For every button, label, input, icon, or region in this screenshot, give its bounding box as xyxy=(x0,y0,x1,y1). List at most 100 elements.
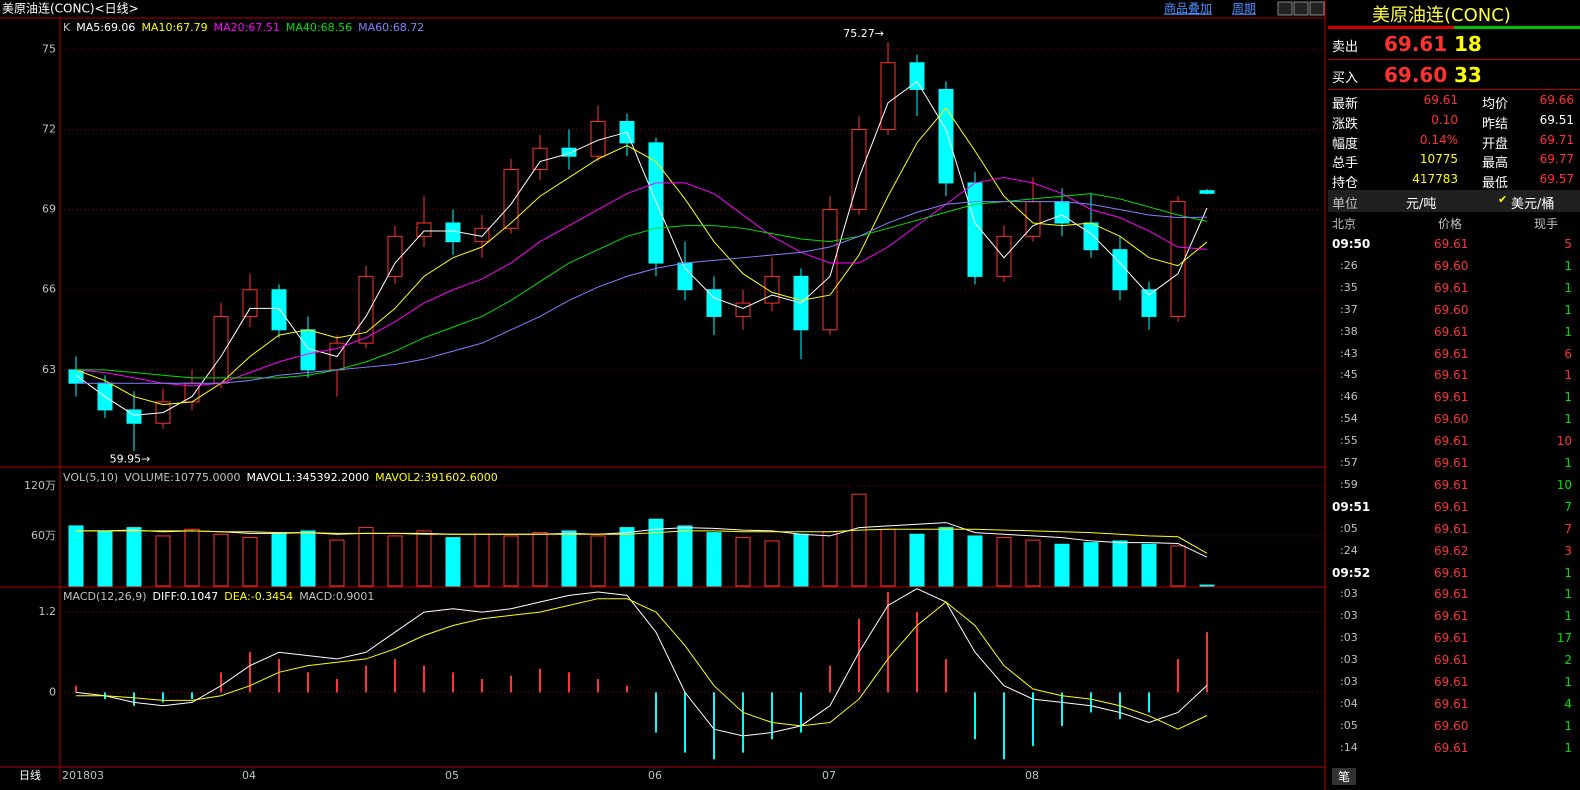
stat-label: 总手 xyxy=(1332,156,1359,172)
tick-time: :26 xyxy=(1340,258,1358,272)
nav-button[interactable] xyxy=(1293,1,1309,16)
period-link[interactable]: 周期 xyxy=(1232,2,1256,16)
tick-time: :03 xyxy=(1340,587,1358,601)
legend-text: MAVOL1:345392.2000 xyxy=(246,471,369,484)
volume-bar xyxy=(126,527,142,587)
candle-body xyxy=(1170,201,1186,317)
volume-bar xyxy=(358,527,374,587)
candle-body xyxy=(1112,249,1128,291)
stat-label: 持仓 xyxy=(1332,176,1359,192)
unit-option[interactable]: 元/吨 xyxy=(1406,197,1437,212)
tick-price: 69.61 xyxy=(1434,565,1469,580)
tick-time: :45 xyxy=(1340,368,1358,382)
tick-volume: 1 xyxy=(1564,718,1572,733)
volume-bar xyxy=(764,540,780,587)
indicator-line xyxy=(75,177,1208,387)
stat-value: 0.10 xyxy=(1431,112,1458,127)
stat-label: 最高 xyxy=(1482,156,1509,172)
tick-volume: 1 xyxy=(1564,740,1572,755)
volume-bar xyxy=(474,533,490,587)
candle-body xyxy=(1054,201,1070,224)
tick-price: 69.61 xyxy=(1434,587,1469,602)
unit-option[interactable]: 美元/桶 xyxy=(1511,197,1555,212)
legend-text: VOL(5,10) xyxy=(63,471,118,484)
tick-time: :05 xyxy=(1340,521,1358,535)
candle-body xyxy=(851,128,867,211)
stat-value: 10775 xyxy=(1419,152,1458,167)
tick-price: 69.60 xyxy=(1434,302,1469,317)
volume-bar xyxy=(938,527,954,587)
volume-bar xyxy=(1141,543,1157,587)
tick-volume: 4 xyxy=(1564,696,1572,711)
candle-body xyxy=(561,147,577,157)
candle-body xyxy=(242,289,258,317)
tick-volume: 1 xyxy=(1564,258,1572,273)
volume-bar xyxy=(155,535,171,587)
tick-volume: 1 xyxy=(1564,456,1572,470)
stat-value: 417783 xyxy=(1412,172,1458,187)
tick-volume: 1 xyxy=(1564,324,1572,339)
bid-price: 69.60 xyxy=(1384,63,1448,87)
volume-bar xyxy=(851,493,867,587)
stat-value: 0.14% xyxy=(1419,132,1458,147)
annotation: 75.27→ xyxy=(843,27,884,40)
tick-price: 69.61 xyxy=(1434,368,1469,383)
candle-body xyxy=(648,142,664,264)
legend-text: DEA:-0.3454 xyxy=(224,590,293,603)
nav-button[interactable] xyxy=(1309,1,1325,16)
volume-bar xyxy=(300,530,316,587)
quote-title: 美原油连(CONC) xyxy=(1372,5,1511,26)
volume-bar xyxy=(909,533,925,587)
volume-bar xyxy=(242,537,258,587)
tick-time: :14 xyxy=(1340,740,1358,754)
candle-body xyxy=(590,120,606,157)
indicator-line xyxy=(75,80,1208,416)
divider xyxy=(1328,89,1580,90)
tick-time: :05 xyxy=(1340,718,1358,732)
legend-text: VOLUME:10775.0000 xyxy=(124,471,240,484)
x-tick-label: 08 xyxy=(1025,769,1039,782)
bid-label: 买入 xyxy=(1332,71,1359,86)
volume-bar xyxy=(329,539,345,587)
volume-bar xyxy=(677,525,693,587)
column-header: 价格 xyxy=(1438,217,1463,231)
tick-volume: 6 xyxy=(1564,346,1572,361)
volume-bar xyxy=(1054,543,1070,587)
period-label: 日线 xyxy=(19,768,41,782)
candle-body xyxy=(735,302,751,317)
stat-label: 均价 xyxy=(1482,97,1509,112)
tick-volume: 10 xyxy=(1556,477,1572,492)
tick-price: 69.60 xyxy=(1434,718,1469,733)
indicator-line xyxy=(75,588,1208,737)
bid-size: 33 xyxy=(1454,63,1482,87)
tick-time: :59 xyxy=(1340,477,1358,491)
stat-value: 69.51 xyxy=(1539,112,1574,127)
tick-price: 69.61 xyxy=(1434,434,1469,449)
tick-time: :46 xyxy=(1340,390,1358,404)
column-header: 现手 xyxy=(1534,217,1559,231)
unit-check: ✔ xyxy=(1498,193,1508,206)
tab[interactable]: 笔 xyxy=(1332,768,1357,785)
tick-price: 69.61 xyxy=(1434,631,1469,646)
tick-volume: 5 xyxy=(1564,237,1572,251)
overlay-link[interactable]: 商品叠加 xyxy=(1164,1,1212,16)
tick-time: :57 xyxy=(1340,456,1358,469)
volume-bar xyxy=(445,537,461,587)
volume-bar xyxy=(996,537,1012,587)
candle-body xyxy=(213,315,229,384)
volume-bar xyxy=(213,533,229,587)
nav-button[interactable] xyxy=(1277,1,1293,16)
stat-label: 开盘 xyxy=(1482,136,1509,152)
divider xyxy=(1454,26,1580,29)
candle-body xyxy=(1199,190,1215,194)
tick-time: :03 xyxy=(1340,653,1358,667)
volume-bar xyxy=(271,532,287,587)
volume-bar xyxy=(184,528,200,587)
candle-body xyxy=(677,262,693,291)
unit-label: 单位 xyxy=(1332,197,1359,212)
tick-price: 69.61 xyxy=(1434,696,1469,711)
annotation: 59.95→ xyxy=(110,452,151,465)
candle-body xyxy=(909,62,925,90)
legend-text: MA20:67.51 xyxy=(214,21,280,34)
tick-time: :55 xyxy=(1340,434,1358,448)
